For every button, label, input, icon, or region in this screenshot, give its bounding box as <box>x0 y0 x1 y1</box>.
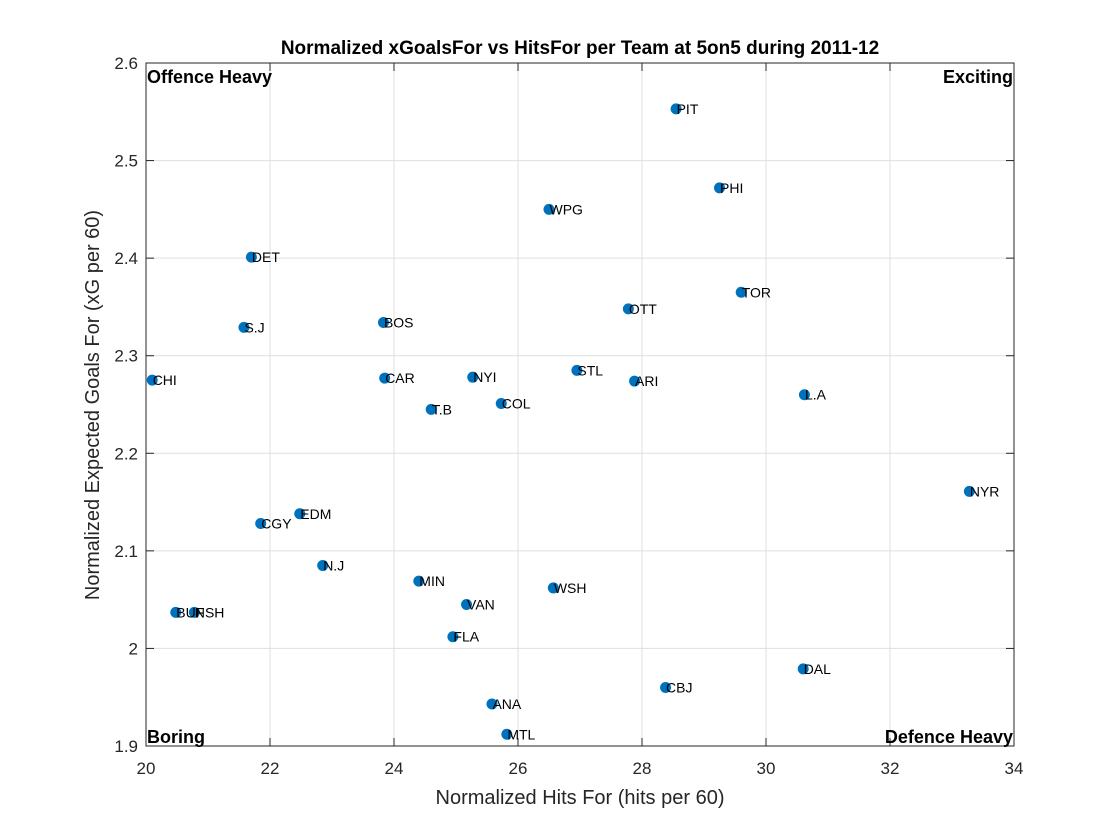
data-point-wpg <box>543 203 555 215</box>
point-label-sj: S.J <box>244 319 264 335</box>
data-point-stl <box>571 364 583 376</box>
data-point-chi <box>146 374 158 386</box>
point-label-stl: STL <box>577 362 603 378</box>
point-label-mtl: MTL <box>507 726 535 742</box>
point-label-nyr: NYR <box>970 483 1000 499</box>
point-label-tor: TOR <box>742 284 771 300</box>
point-labels: PIT PHI WPG DET TOR OTT BOS S.J STL NYI CAR CHI ARI L… <box>153 101 1000 742</box>
x-tick-label: 24 <box>385 759 404 778</box>
quadrant-label-offence-heavy: Offence Heavy <box>147 67 272 87</box>
data-point-nsh <box>188 606 200 618</box>
data-point-min <box>413 575 425 587</box>
point-label-buf: BUF <box>176 604 204 620</box>
chart-title: Normalized xGoalsFor vs HitsFor per Team… <box>281 38 879 59</box>
data-point-nyi <box>467 371 479 383</box>
data-point-wsh <box>547 582 559 594</box>
point-label-nsh: NSH <box>195 604 225 620</box>
point-label-wpg: WPG <box>550 201 583 217</box>
data-points <box>146 103 975 740</box>
tick-labels: 20 22 24 26 28 30 32 34 1.9 2 2.1 2.2 2.3 2.4 2.5 2.6 <box>114 54 1023 778</box>
plot-area <box>146 63 1014 746</box>
y-tick-label: 2.1 <box>114 542 138 561</box>
data-point-dal <box>797 663 809 675</box>
x-tick-label: 28 <box>633 759 652 778</box>
data-point-mtl <box>501 728 513 740</box>
quadrant-label-exciting: Exciting <box>943 67 1013 87</box>
data-point-ana <box>486 698 498 710</box>
data-point-ott <box>622 303 634 315</box>
point-label-edm: EDM <box>300 506 331 522</box>
point-label-ari: ARI <box>635 373 658 389</box>
y-tick-label: 2.2 <box>114 444 138 463</box>
data-point-det <box>245 251 257 263</box>
point-label-ana: ANA <box>492 696 521 712</box>
point-label-phi: PHI <box>720 180 743 196</box>
point-label-fla: FLA <box>453 629 479 645</box>
y-tick-label: 2.4 <box>114 249 138 268</box>
x-tick-label: 32 <box>881 759 900 778</box>
data-point-bos <box>377 317 389 329</box>
y-axis-title: Normalized Expected Goals For (xG per 60… <box>82 210 104 600</box>
y-tick-label: 2.5 <box>114 152 138 171</box>
data-point-sj <box>238 321 250 333</box>
data-point-buf <box>170 606 182 618</box>
data-point-la <box>798 389 810 401</box>
point-label-cgy: CGY <box>261 516 292 532</box>
data-point-fla <box>447 631 459 643</box>
data-point-cbj <box>660 681 672 693</box>
y-tick-label: 2.3 <box>114 347 138 366</box>
data-point-nj <box>317 559 329 571</box>
point-label-chi: CHI <box>153 372 177 388</box>
point-label-nj: N.J <box>323 557 344 573</box>
quadrant-label-defence-heavy: Defence Heavy <box>885 727 1013 747</box>
y-tick-label: 2.6 <box>114 54 138 73</box>
data-point-tor <box>735 286 747 298</box>
x-tick-label: 22 <box>261 759 280 778</box>
data-point-ari <box>629 375 641 387</box>
axes <box>145 62 1015 747</box>
data-point-edm <box>294 508 306 520</box>
point-label-pit: PIT <box>677 101 699 117</box>
point-label-bos: BOS <box>384 315 414 331</box>
data-point-nyr <box>963 485 975 497</box>
data-point-van <box>461 599 473 611</box>
axes-box <box>145 62 1015 747</box>
x-tick-label: 20 <box>137 759 156 778</box>
quadrant-label-boring: Boring <box>147 727 205 747</box>
point-label-ott: OTT <box>629 301 657 317</box>
y-tick-label: 2 <box>129 639 138 658</box>
point-label-tb: T.B <box>432 401 452 417</box>
point-label-col: COL <box>502 396 531 412</box>
data-point-car <box>379 372 391 384</box>
y-tick-label: 1.9 <box>114 737 138 756</box>
x-tick-label: 26 <box>509 759 528 778</box>
point-label-van: VAN <box>467 597 495 613</box>
grid <box>145 62 1015 747</box>
point-label-min: MIN <box>419 573 445 589</box>
data-point-pit <box>670 103 682 115</box>
data-point-tb <box>425 403 437 415</box>
point-label-wsh: WSH <box>554 580 587 596</box>
point-label-la: L.A <box>805 387 827 403</box>
point-label-det: DET <box>252 249 280 265</box>
point-label-nyi: NYI <box>473 369 496 385</box>
x-tick-label: 34 <box>1005 759 1024 778</box>
data-point-cgy <box>255 518 267 530</box>
x-axis-title: Normalized Hits For (hits per 60) <box>436 787 725 809</box>
data-point-phi <box>714 182 725 194</box>
x-tick-label: 30 <box>757 759 776 778</box>
data-point-col <box>495 398 507 410</box>
point-label-cbj: CBJ <box>666 679 692 695</box>
point-label-dal: DAL <box>804 661 831 677</box>
point-label-car: CAR <box>385 370 415 386</box>
